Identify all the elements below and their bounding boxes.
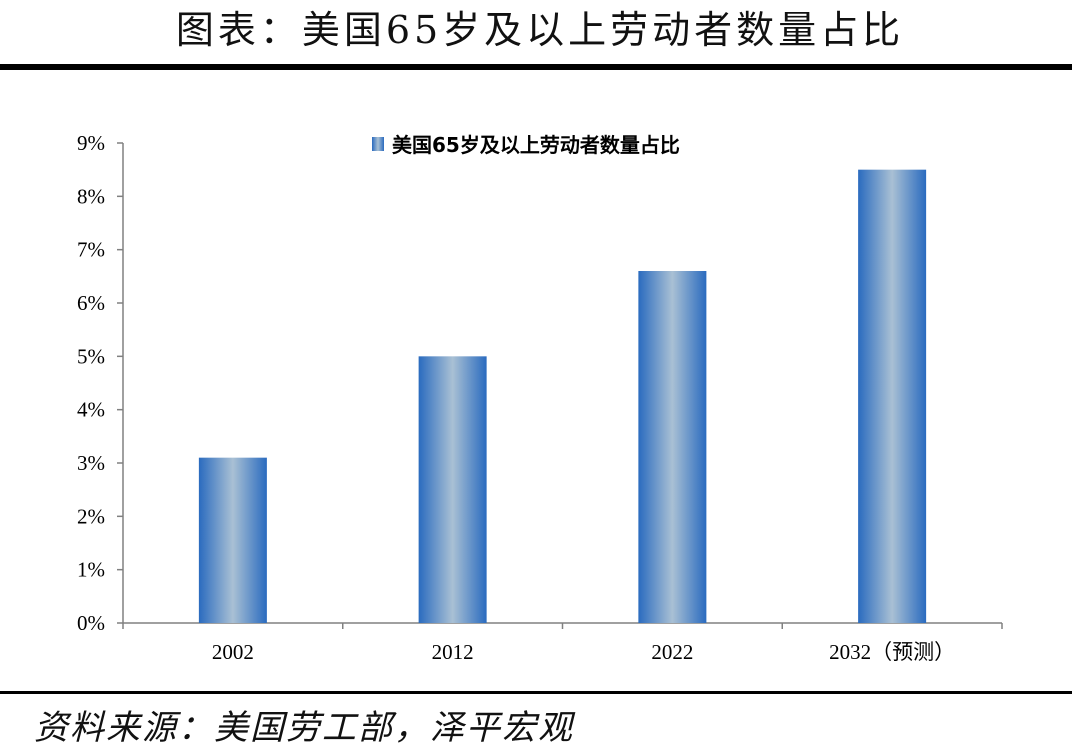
chart-bars: [198, 169, 927, 623]
bar: [858, 169, 927, 623]
bottom-rule: [0, 691, 1072, 694]
x-tick-label: 2012: [432, 640, 474, 664]
bar-chart: 0% 1% 2% 3% 4% 5% 6% 7% 8% 9% 2002 2012 2022 2032（预测）…: [77, 131, 1003, 664]
bar: [638, 271, 707, 623]
y-tick-label: 9%: [77, 131, 105, 155]
chart-legend: 美国65岁及以上劳动者数量占比: [372, 133, 680, 157]
x-tick-label: 2022: [651, 640, 693, 664]
chart-axes: 0% 1% 2% 3% 4% 5% 6% 7% 8% 9% 2002 2012 2022 2032（预测）: [77, 131, 1003, 664]
legend-label: 美国65岁及以上劳动者数量占比: [392, 133, 680, 157]
x-tick-label: 2002: [212, 640, 254, 664]
bar: [418, 356, 487, 623]
legend-swatch: [372, 137, 384, 151]
y-tick-label: 0%: [77, 611, 105, 635]
y-tick-label: 2%: [77, 504, 105, 528]
chart-title: 图表：美国65岁及以上劳动者数量占比: [175, 8, 905, 52]
y-tick-label: 4%: [77, 398, 105, 422]
bar: [198, 457, 267, 623]
y-tick-label: 1%: [77, 558, 105, 582]
x-tick-label: 2032（预测）: [829, 640, 955, 664]
y-tick-label: 3%: [77, 451, 105, 475]
y-tick-label: 7%: [77, 238, 105, 262]
source-note: 资料来源：美国劳工部，泽平宏观: [34, 708, 574, 748]
y-tick-label: 8%: [77, 184, 105, 208]
y-tick-label: 5%: [77, 344, 105, 368]
y-tick-label: 6%: [77, 291, 105, 315]
top-rule: [0, 64, 1072, 70]
